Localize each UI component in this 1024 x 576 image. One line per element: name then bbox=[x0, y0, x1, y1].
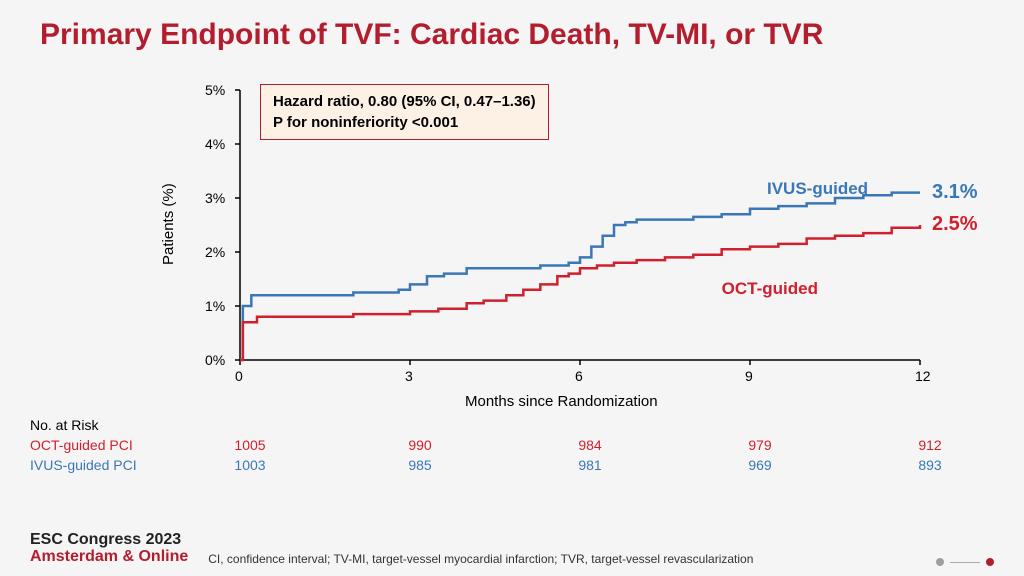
risk-value: 990 bbox=[390, 437, 450, 453]
x-tick: 0 bbox=[235, 368, 243, 384]
x-tick: 9 bbox=[745, 368, 753, 384]
y-tick: 1% bbox=[205, 298, 225, 314]
y-tick: 5% bbox=[205, 82, 225, 98]
risk-value: 969 bbox=[730, 457, 790, 473]
risk-row: OCT-guided PCI1005990984979912 bbox=[30, 435, 200, 455]
pagination-dots bbox=[936, 558, 994, 566]
congress-block: ESC Congress 2023 Amsterdam & Online bbox=[30, 531, 188, 566]
congress-location: Amsterdam & Online bbox=[30, 548, 188, 566]
risk-row: IVUS-guided PCI1003985981969893 bbox=[30, 455, 200, 475]
risk-value: 893 bbox=[900, 457, 960, 473]
congress-name: ESC Congress 2023 bbox=[30, 531, 188, 549]
dot-connector bbox=[950, 562, 980, 563]
hr-line1: Hazard ratio, 0.80 (95% CI, 0.47–1.36) bbox=[273, 91, 536, 112]
risk-value: 985 bbox=[390, 457, 450, 473]
page-title: Primary Endpoint of TVF: Cardiac Death, … bbox=[40, 18, 823, 52]
y-tick: 4% bbox=[205, 136, 225, 152]
dot-icon bbox=[986, 558, 994, 566]
x-tick: 6 bbox=[575, 368, 583, 384]
risk-table: No. at Risk OCT-guided PCI10059909849799… bbox=[30, 415, 200, 475]
km-chart: Hazard ratio, 0.80 (95% CI, 0.47–1.36) P… bbox=[200, 80, 940, 380]
end-value-label: 3.1% bbox=[932, 181, 978, 204]
risk-value: 984 bbox=[560, 437, 620, 453]
footer: ESC Congress 2023 Amsterdam & Online CI,… bbox=[30, 531, 994, 566]
y-axis-label: Patients (%) bbox=[160, 183, 177, 265]
hr-line2: P for noninferiority <0.001 bbox=[273, 112, 536, 133]
risk-value: 979 bbox=[730, 437, 790, 453]
risk-row-label: IVUS-guided PCI bbox=[30, 457, 200, 473]
y-tick: 0% bbox=[205, 352, 225, 368]
risk-row-label: OCT-guided PCI bbox=[30, 437, 200, 453]
risk-value: 981 bbox=[560, 457, 620, 473]
abbreviations: CI, confidence interval; TV-MI, target-v… bbox=[208, 552, 936, 566]
risk-value: 1005 bbox=[220, 437, 280, 453]
x-axis-label: Months since Randomization bbox=[465, 393, 658, 410]
risk-value: 912 bbox=[900, 437, 960, 453]
hazard-ratio-box: Hazard ratio, 0.80 (95% CI, 0.47–1.36) P… bbox=[260, 84, 549, 140]
y-tick: 3% bbox=[205, 190, 225, 206]
risk-header: No. at Risk bbox=[30, 417, 200, 433]
risk-value: 1003 bbox=[220, 457, 280, 473]
end-value-label: 2.5% bbox=[932, 213, 978, 236]
dot-icon bbox=[936, 558, 944, 566]
x-tick: 3 bbox=[405, 368, 413, 384]
y-tick: 2% bbox=[205, 244, 225, 260]
series-label: OCT-guided bbox=[722, 279, 818, 299]
x-tick: 12 bbox=[915, 368, 931, 384]
series-label: IVUS-guided bbox=[767, 179, 868, 199]
